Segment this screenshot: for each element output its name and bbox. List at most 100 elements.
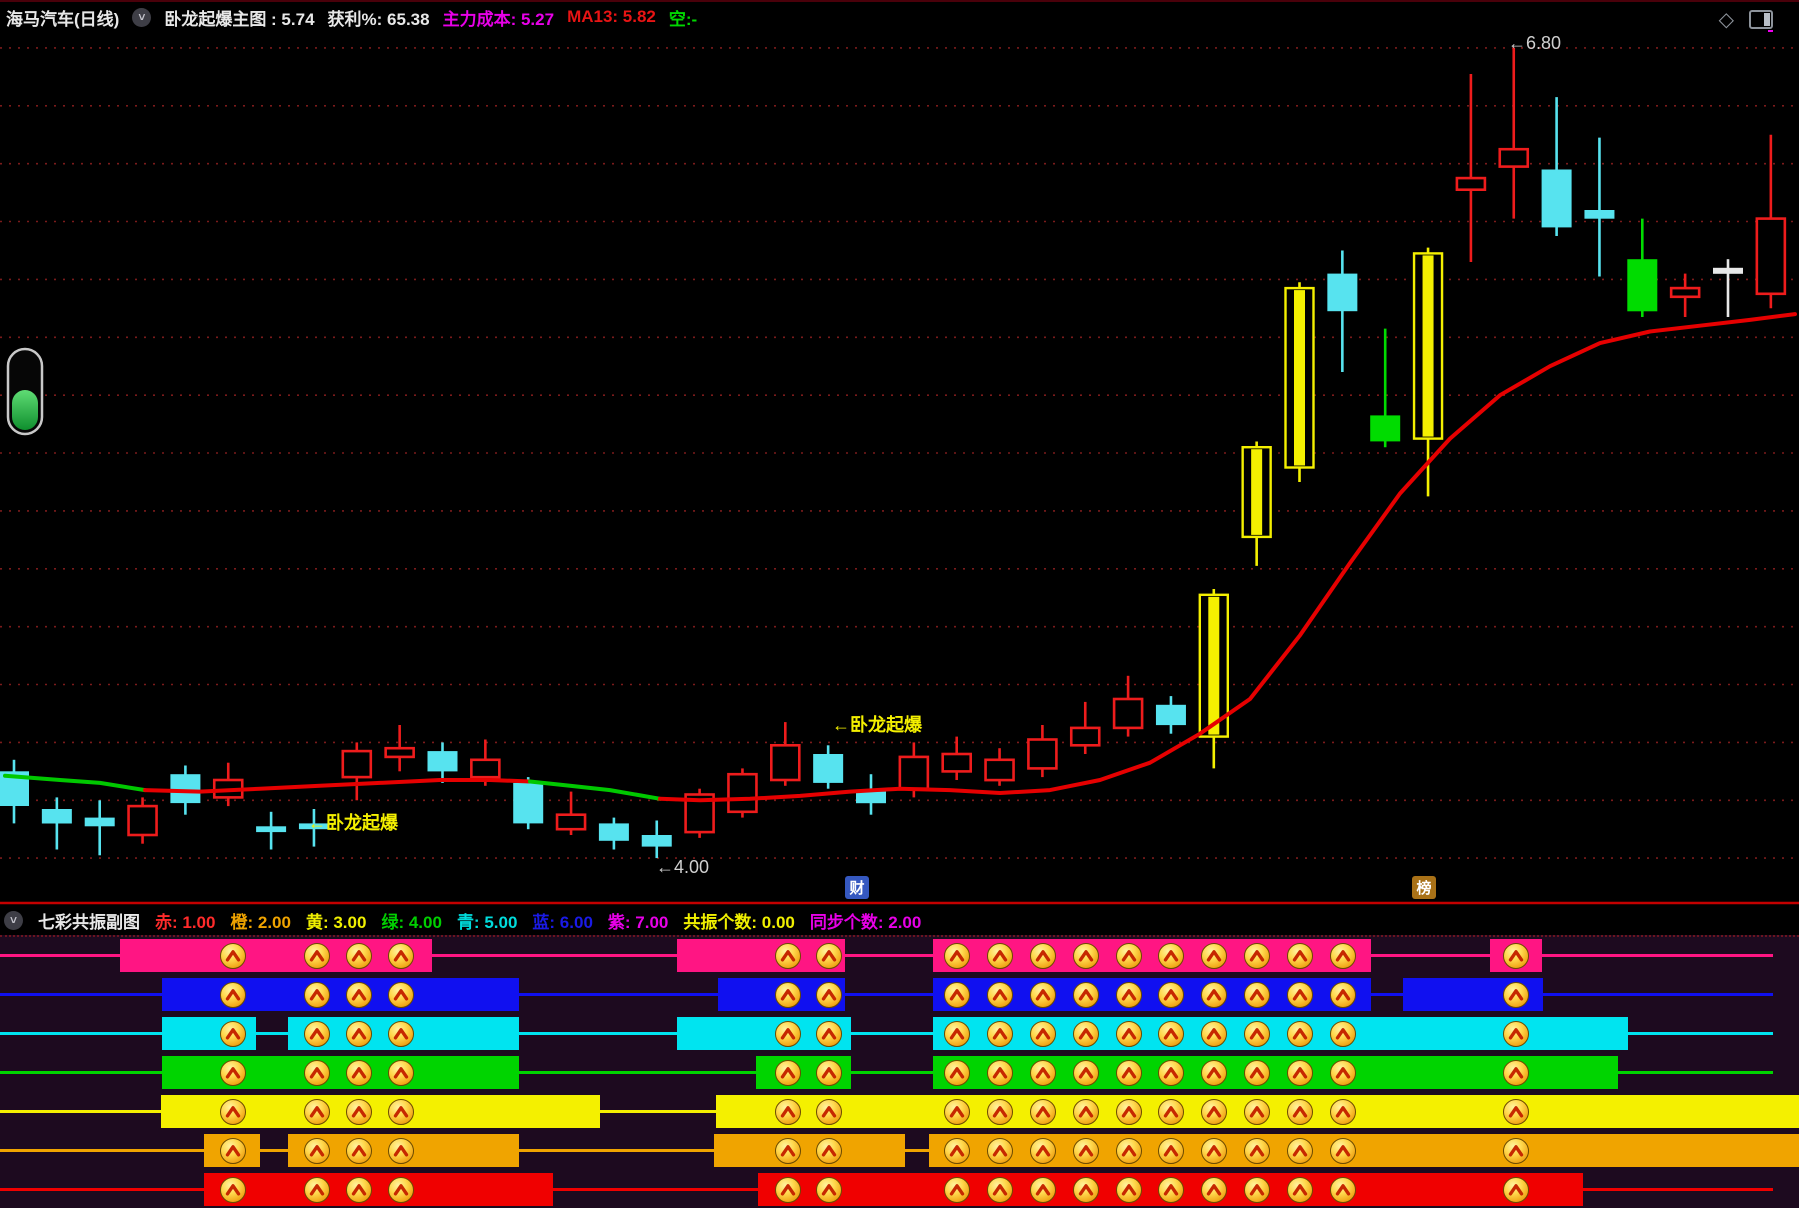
- gold-coin-chevron-icon: [304, 1137, 330, 1164]
- gold-coin-chevron-icon: [816, 1098, 842, 1125]
- candle-body-up: [341, 749, 373, 779]
- gold-coin-chevron-icon: [388, 1020, 414, 1047]
- candle: [1027, 725, 1058, 778]
- gold-coin-chevron-icon: [1073, 981, 1099, 1008]
- gold-coin-chevron-icon: [1503, 1176, 1529, 1203]
- gold-coin-chevron-icon: [1116, 1020, 1142, 1047]
- gold-coin-chevron-icon: [388, 942, 414, 969]
- gold-coin-chevron-icon: [388, 1176, 414, 1203]
- gold-coin-chevron-icon: [1158, 1098, 1184, 1125]
- gold-coin-chevron-icon: [987, 1137, 1013, 1164]
- candle-body-up: [727, 772, 758, 814]
- candlestick-chart[interactable]: ←卧龙起爆 ←卧龙起爆 ←4.00 ←6.80: [0, 2, 1799, 905]
- gold-coin-chevron-icon: [987, 1098, 1013, 1125]
- gold-coin-chevron-icon: [1073, 1020, 1099, 1047]
- gold-coin-chevron-icon: [944, 981, 970, 1008]
- gold-coin-chevron-icon: [1330, 942, 1356, 969]
- candle-body-down: [298, 823, 329, 830]
- candle-body-down: [170, 774, 201, 804]
- gold-coin-chevron-icon: [1158, 981, 1184, 1008]
- candle-body-up: [1112, 697, 1144, 730]
- candle: [170, 765, 201, 815]
- gold-coin-chevron-icon: [388, 1098, 414, 1125]
- gold-coin-chevron-icon: [1158, 942, 1184, 969]
- legend-item: 青: 5.00: [456, 912, 518, 932]
- candle: [212, 762, 244, 807]
- candle-body-up: [1498, 147, 1530, 168]
- gold-coin-chevron-icon: [1073, 1059, 1099, 1086]
- gold-coin-chevron-icon: [346, 1137, 372, 1164]
- gold-coin-chevron-icon: [1201, 1098, 1227, 1125]
- gold-coin-chevron-icon: [1030, 1020, 1056, 1047]
- candle-body-signal-green: [1627, 259, 1658, 312]
- gold-coin-chevron-icon: [304, 942, 330, 969]
- chart-annotation: ←卧龙起爆: [308, 812, 399, 833]
- gold-coin-chevron-icon: [1287, 1176, 1313, 1203]
- candle: [813, 745, 844, 789]
- gold-coin-chevron-icon: [1073, 1176, 1099, 1203]
- event-marker[interactable]: 财: [845, 876, 869, 899]
- candle-body-up: [898, 755, 930, 791]
- chevron-down-icon[interactable]: ˅: [132, 7, 152, 27]
- chart-annotation: ←4.00: [656, 857, 709, 877]
- gold-coin-chevron-icon: [220, 1137, 246, 1164]
- candle-body-down: [427, 751, 458, 772]
- gold-coin-chevron-icon: [1030, 981, 1056, 1008]
- chevron-down-icon[interactable]: ˅: [4, 910, 23, 930]
- gold-coin-chevron-icon: [816, 1059, 842, 1086]
- ma13-line: [528, 779, 662, 801]
- candle: [1627, 218, 1658, 317]
- diamond-icon[interactable]: ◇: [1718, 9, 1734, 31]
- ma13-line: [3, 773, 147, 793]
- gold-coin-chevron-icon: [1201, 942, 1227, 969]
- panel-toggle-icon[interactable]: [1749, 10, 1773, 29]
- candle: [513, 777, 544, 830]
- gold-coin-chevron-icon: [1287, 1059, 1313, 1086]
- gold-coin-chevron-icon: [1116, 1098, 1142, 1125]
- candle: [1455, 74, 1487, 262]
- gold-coin-chevron-icon: [1244, 1137, 1270, 1164]
- row-segment-red: [204, 1173, 553, 1206]
- gold-coin-chevron-icon: [1330, 1176, 1356, 1203]
- gold-coin-chevron-icon: [1287, 1098, 1313, 1125]
- legend-item: 同步个数: 2.00: [809, 912, 922, 932]
- gold-coin-chevron-icon: [944, 1059, 970, 1086]
- candle: [1541, 97, 1572, 236]
- gold-coin-chevron-icon: [1201, 981, 1227, 1008]
- candle: [941, 736, 973, 780]
- candle: [598, 817, 629, 850]
- chart-annotation: ←6.80: [1508, 33, 1561, 53]
- candle: [256, 811, 287, 850]
- gold-coin-chevron-icon: [987, 1059, 1013, 1086]
- gold-coin-chevron-icon: [1116, 1137, 1142, 1164]
- gold-coin-chevron-icon: [816, 942, 842, 969]
- gold-coin-chevron-icon: [1201, 1020, 1227, 1047]
- candle-stripe: [1422, 255, 1434, 437]
- candle-body-signal-green: [1370, 415, 1401, 442]
- gold-coin-chevron-icon: [816, 981, 842, 1008]
- gold-coin-chevron-icon: [816, 1137, 842, 1164]
- legend-item: 绿: 4.00: [381, 912, 442, 932]
- gold-coin-chevron-icon: [1287, 942, 1313, 969]
- gold-coin-chevron-icon: [1330, 981, 1356, 1008]
- gold-coin-chevron-icon: [304, 981, 330, 1008]
- gold-coin-chevron-icon: [220, 1059, 246, 1086]
- resonance-panel[interactable]: [0, 935, 1799, 1208]
- row-segment-orange: [929, 1134, 1799, 1167]
- candle-body-up: [1069, 726, 1101, 747]
- gold-coin-chevron-icon: [775, 942, 801, 969]
- event-marker[interactable]: 榜: [1412, 876, 1436, 899]
- candle-body-down: [598, 823, 629, 841]
- gold-coin-chevron-icon: [987, 942, 1013, 969]
- gold-coin-chevron-icon: [1116, 1176, 1142, 1203]
- gold-coin-chevron-icon: [1503, 1098, 1529, 1125]
- candle-body-down: [84, 817, 115, 827]
- thermometer-slider[interactable]: [6, 347, 44, 436]
- gold-coin-chevron-icon: [816, 1020, 842, 1047]
- candle: [1327, 250, 1358, 372]
- gold-coin-chevron-icon: [944, 942, 970, 969]
- candle: [769, 722, 801, 786]
- gold-coin-chevron-icon: [346, 942, 372, 969]
- candle-body-down: [1541, 169, 1572, 228]
- gold-coin-chevron-icon: [775, 1098, 801, 1125]
